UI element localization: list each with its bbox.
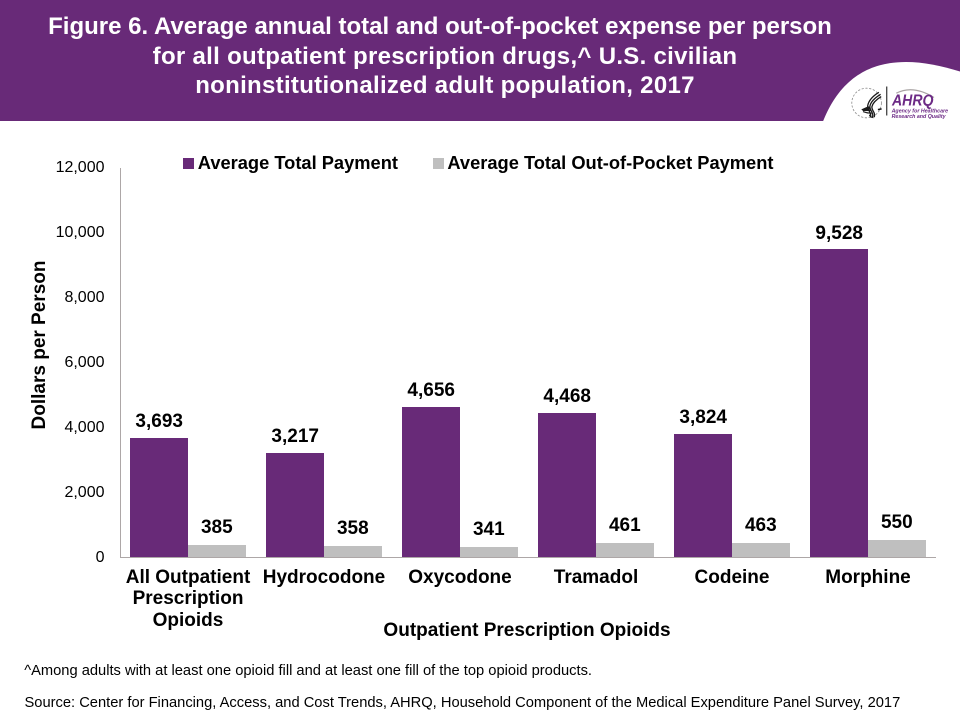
svg-text:Research and Quality: Research and Quality xyxy=(892,114,947,120)
svg-text:Agency for Healthcare: Agency for Healthcare xyxy=(891,108,948,114)
svg-text:AHRQ: AHRQ xyxy=(891,92,934,109)
